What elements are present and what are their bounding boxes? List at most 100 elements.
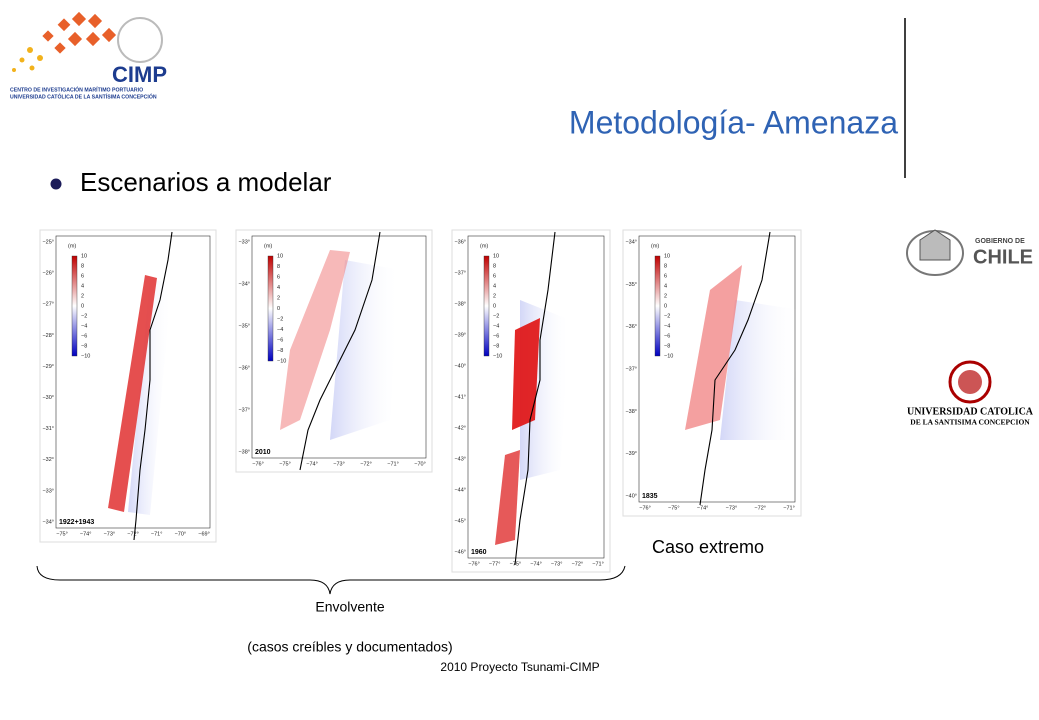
colorbar-label: 10 [277, 253, 283, 259]
logo-line: UNIVERSIDAD CATÓLICA DE LA SANTÍSIMA CON… [10, 92, 157, 100]
lon-label: −77° [489, 561, 501, 567]
colorbar-label: 8 [664, 263, 667, 269]
logo-line: CHILE [973, 246, 1033, 268]
colorbar-label: 0 [664, 303, 667, 309]
lat-label: −41° [454, 394, 466, 400]
colorbar-label: 2 [277, 295, 280, 301]
lon-label: −76° [252, 461, 264, 467]
colorbar-label: 2 [81, 293, 84, 299]
lon-label: −76° [468, 561, 480, 567]
lon-label: −72° [754, 505, 766, 511]
lat-label: −38° [625, 409, 637, 415]
colorbar-label: 4 [493, 283, 496, 289]
colorbar-label: 0 [493, 303, 496, 309]
coastline [133, 231, 173, 541]
lon-label: −72° [360, 461, 372, 467]
lat-label: −44° [454, 487, 466, 493]
colorbar-label: −6 [81, 333, 87, 339]
coastline [299, 231, 381, 471]
colorbar-label: 0 [277, 306, 280, 312]
lat-label: −34° [238, 281, 250, 287]
logo-line: GOBIERNO DE [975, 238, 1025, 245]
lat-label: −26° [42, 271, 54, 277]
lat-label: −28° [42, 333, 54, 339]
colorbar-label: −4 [81, 323, 87, 329]
lon-label: −73° [333, 461, 345, 467]
lat-label: −33° [42, 488, 54, 494]
colorbar-label: −10 [664, 353, 673, 359]
lat-label: −25° [42, 239, 54, 245]
colorbar-label: −2 [493, 313, 499, 319]
lat-label: −43° [454, 456, 466, 462]
map-year: 1960 [471, 549, 487, 556]
lat-label: −36° [454, 239, 466, 245]
lon-label: −71° [151, 531, 163, 537]
colorbar-unit: (m) [480, 243, 488, 249]
logo-name: CIMP [112, 62, 167, 87]
ucsc-logo: UNIVERSIDAD CATOLICA DE LA SANTISIMA CON… [907, 360, 1034, 427]
lon-label: −75° [668, 505, 680, 511]
colorbar-label: −4 [493, 323, 499, 329]
lon-label: −74° [80, 531, 92, 537]
lat-label: −39° [625, 451, 637, 457]
lon-label: −72° [127, 531, 139, 537]
lon-label: −71° [592, 561, 604, 567]
colorbar-unit: (m) [651, 243, 659, 249]
lat-label: −42° [454, 425, 466, 431]
slide-title: Metodología- Amenaza [569, 104, 898, 140]
lat-label: −38° [238, 449, 250, 455]
positive-displacement [108, 275, 157, 512]
colorbar-label: 10 [493, 253, 499, 259]
lat-label: −34° [625, 239, 637, 245]
coastline [514, 231, 556, 566]
lat-label: −27° [42, 302, 54, 308]
lat-label: −31° [42, 426, 54, 432]
logo-line: UNIVERSIDAD CATOLICA [907, 406, 1034, 417]
lat-label: −35° [238, 323, 250, 329]
positive-displacement [685, 265, 742, 430]
colorbar-label: 6 [664, 273, 667, 279]
lat-label: −34° [42, 519, 54, 525]
map-year: 2010 [255, 449, 271, 456]
lon-label: −70° [414, 461, 426, 467]
colorbar [654, 255, 661, 357]
lat-label: −37° [625, 366, 637, 372]
colorbar-label: −10 [493, 353, 502, 359]
lon-label: −74° [530, 561, 542, 567]
colorbar-label: −8 [664, 343, 670, 349]
colorbar-label: 8 [277, 264, 280, 270]
colorbar-label: 4 [81, 283, 84, 289]
logo-line: CENTRO DE INVESTIGACIÓN MARÍTIMO PORTUAR… [10, 85, 143, 93]
coastline [699, 231, 771, 506]
lat-label: −46° [454, 549, 466, 555]
lat-label: −37° [238, 407, 250, 413]
lat-label: −33° [238, 239, 250, 245]
lon-label: −75° [510, 561, 522, 567]
colorbar-label: −8 [81, 343, 87, 349]
colorbar-label: 4 [277, 285, 280, 291]
lon-label: −69° [198, 531, 210, 537]
lat-label: −36° [625, 324, 637, 330]
lat-label: −45° [454, 518, 466, 524]
colorbar-label: −10 [277, 358, 286, 364]
colorbar-label: −6 [493, 333, 499, 339]
lon-label: −73° [551, 561, 563, 567]
lat-label: −40° [625, 493, 637, 499]
lon-label: −75° [56, 531, 68, 537]
colorbar-label: −6 [664, 333, 670, 339]
colorbar-label: 8 [81, 263, 84, 269]
bullet-text: Escenarios a modelar [80, 167, 332, 197]
colorbar-label: 10 [81, 253, 87, 259]
envelope-subtitle: (casos creíbles y documentados) [247, 639, 452, 655]
lat-label: −39° [454, 332, 466, 338]
lat-label: −35° [625, 282, 637, 288]
colorbar [483, 255, 490, 357]
colorbar-label: 4 [664, 283, 667, 289]
brace [36, 565, 626, 595]
lon-label: −70° [175, 531, 187, 537]
lat-label: −37° [454, 270, 466, 276]
cimp-logo: CIMP CENTRO DE INVESTIGACIÓN MARÍTIMO PO… [10, 11, 167, 100]
colorbar-label: 6 [277, 274, 280, 280]
colorbar [71, 255, 78, 357]
